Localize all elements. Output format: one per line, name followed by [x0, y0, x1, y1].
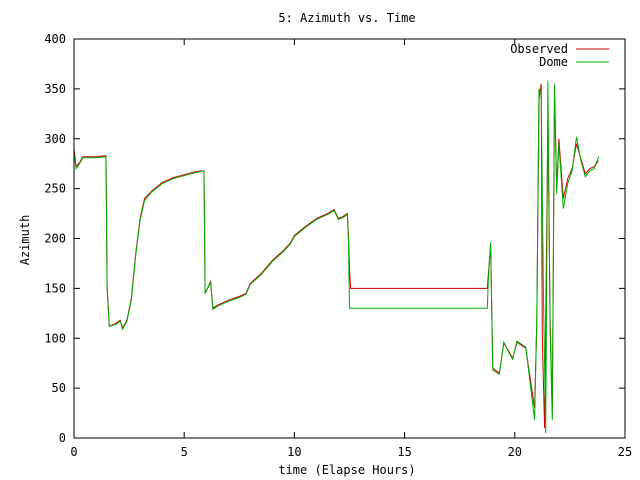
x-axis-label: time (Elapse Hours) — [278, 463, 415, 477]
y-tick-label: 250 — [44, 182, 66, 196]
y-axis-label: Azimuth — [18, 215, 32, 266]
x-tick-label: 25 — [618, 445, 632, 459]
legend-label-observed: Observed — [510, 42, 568, 56]
y-tick-label: 150 — [44, 281, 66, 295]
series-line-dome — [73, 80, 600, 434]
x-tick-label: 5 — [181, 445, 188, 459]
x-tick-label: 0 — [70, 445, 77, 459]
y-tick-label: 200 — [44, 232, 66, 246]
x-tick-label: 15 — [397, 445, 411, 459]
y-tick-label: 0 — [59, 431, 66, 445]
y-tick-label: 300 — [44, 132, 66, 146]
plot-series — [73, 80, 600, 434]
y-tick-label: 350 — [44, 82, 66, 96]
x-tick-label: 20 — [508, 445, 522, 459]
legend-label-dome: Dome — [539, 55, 568, 69]
plot-frame — [73, 38, 626, 439]
y-tick-label: 400 — [44, 32, 66, 46]
chart-title: 5: Azimuth vs. Time — [278, 11, 415, 25]
y-tick-label: 50 — [52, 381, 66, 395]
y-tick-label: 100 — [44, 331, 66, 345]
x-tick-label: 10 — [287, 445, 301, 459]
